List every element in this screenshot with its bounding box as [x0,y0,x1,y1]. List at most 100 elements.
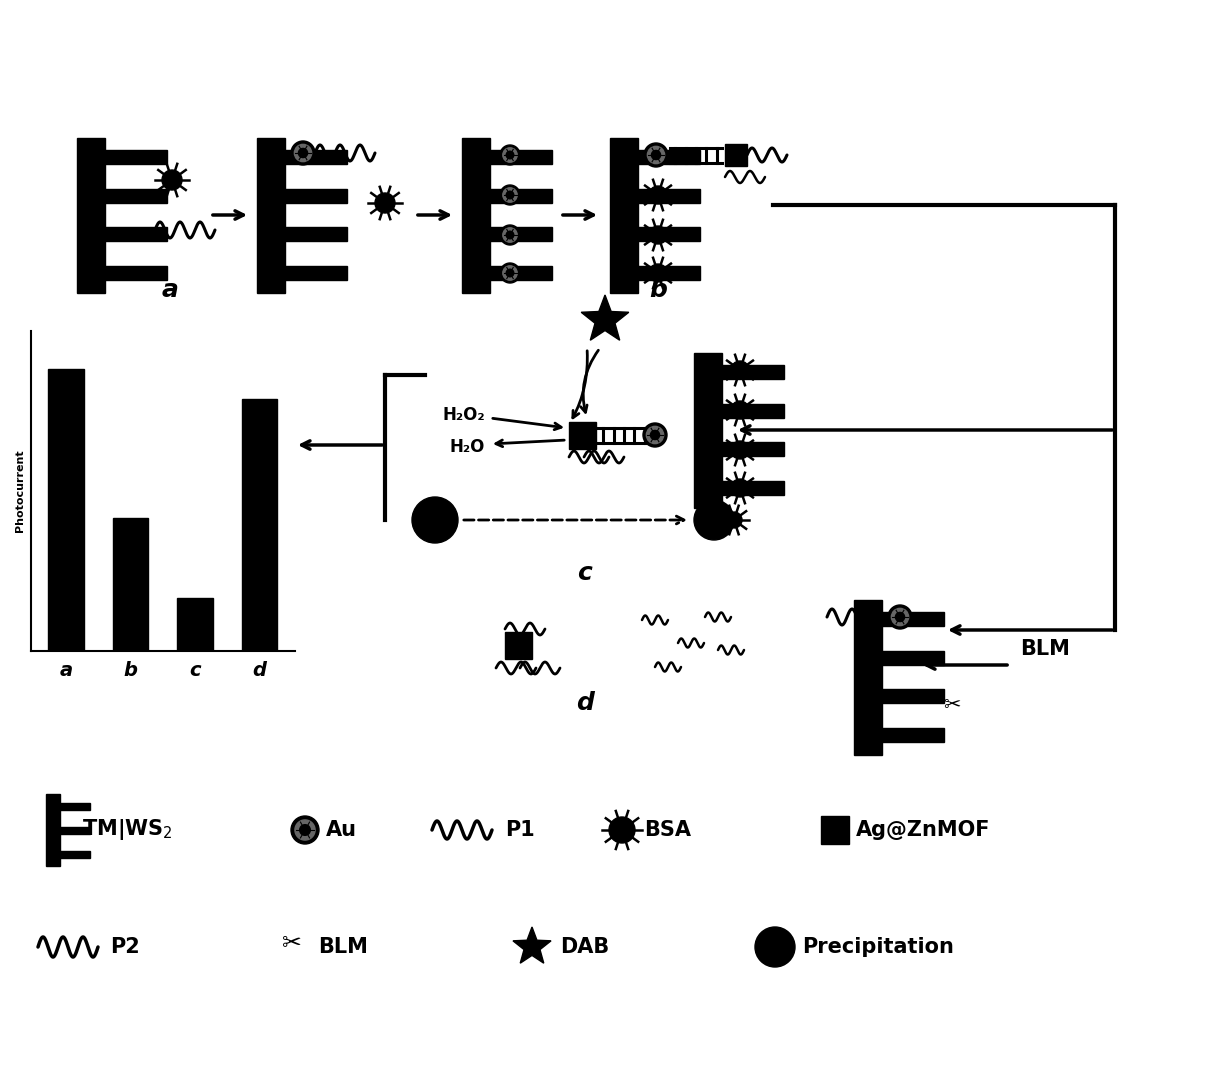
Bar [77,138,106,293]
Bar [694,353,722,508]
Circle shape [650,264,667,282]
Bar [60,803,90,809]
Bar [505,631,532,659]
Circle shape [650,226,667,244]
Circle shape [500,145,519,165]
Circle shape [500,186,519,205]
Circle shape [731,478,749,497]
Circle shape [500,263,519,283]
Bar [490,189,553,203]
Bar [725,144,747,166]
Bar [882,612,944,626]
Circle shape [726,512,742,528]
Text: Au: Au [325,820,357,840]
Circle shape [375,193,395,213]
Circle shape [731,441,749,459]
Circle shape [295,820,316,840]
Y-axis label: Photocurrent: Photocurrent [15,449,25,533]
Text: a: a [162,278,178,302]
Text: ✂: ✂ [282,931,302,955]
Circle shape [300,825,311,835]
Text: Ag@ZnMOF: Ag@ZnMOF [856,820,991,840]
Circle shape [506,191,513,199]
Bar [48,370,84,651]
Circle shape [295,144,312,162]
Bar [490,150,553,164]
Bar [60,827,90,833]
Text: c: c [577,561,592,585]
Text: H₂O₂: H₂O₂ [442,406,485,424]
Bar [639,189,700,203]
Circle shape [651,151,661,159]
Bar [490,266,553,280]
Circle shape [651,431,659,439]
Text: TM|WS$_2$: TM|WS$_2$ [82,817,173,842]
Circle shape [892,609,909,626]
Bar [722,443,783,457]
Bar [882,651,944,665]
Bar [722,365,783,379]
Circle shape [506,269,513,277]
Bar [177,598,212,651]
Bar [722,404,783,418]
Circle shape [506,231,513,239]
Circle shape [298,149,307,157]
Bar [639,150,700,164]
Circle shape [755,927,795,967]
Text: H₂O: H₂O [449,438,485,456]
Text: P2: P2 [111,937,140,957]
Bar [106,150,167,164]
Polygon shape [581,295,629,341]
Circle shape [647,146,664,164]
Bar [639,228,700,241]
Bar [610,138,639,293]
Circle shape [731,361,749,379]
Circle shape [291,141,316,165]
Bar [60,851,90,857]
Bar [285,150,348,164]
Circle shape [609,817,635,843]
Bar [285,266,348,280]
Text: DAB: DAB [560,937,609,957]
Text: BSA: BSA [643,820,691,840]
Bar [882,728,944,742]
Circle shape [895,612,905,622]
Text: BLM: BLM [1020,639,1070,659]
Bar [106,189,167,203]
Bar [490,228,553,241]
Bar [106,228,167,241]
Text: BLM: BLM [318,937,368,957]
Bar [106,266,167,280]
Bar [113,518,149,651]
Bar [242,399,278,651]
Circle shape [888,605,912,629]
Circle shape [500,225,519,245]
Text: b: b [650,278,667,302]
Bar [822,816,849,844]
Text: P1: P1 [505,820,534,840]
Bar [462,138,490,293]
Bar [722,481,783,495]
Circle shape [413,497,458,542]
Bar [853,600,882,754]
Bar [257,138,285,293]
Circle shape [643,143,668,167]
Circle shape [643,423,667,447]
Bar [639,266,700,280]
Bar [882,689,944,703]
Circle shape [162,170,182,190]
Text: ✂: ✂ [943,695,960,715]
Circle shape [694,500,734,540]
Bar [285,228,348,241]
Polygon shape [513,927,551,963]
Circle shape [291,816,319,844]
Circle shape [502,266,517,280]
Circle shape [506,151,513,158]
Text: Precipitation: Precipitation [802,937,954,957]
Circle shape [502,148,517,162]
Bar [569,421,596,448]
Circle shape [646,426,663,444]
Bar [45,794,60,866]
Bar [285,189,348,203]
Circle shape [650,186,667,204]
